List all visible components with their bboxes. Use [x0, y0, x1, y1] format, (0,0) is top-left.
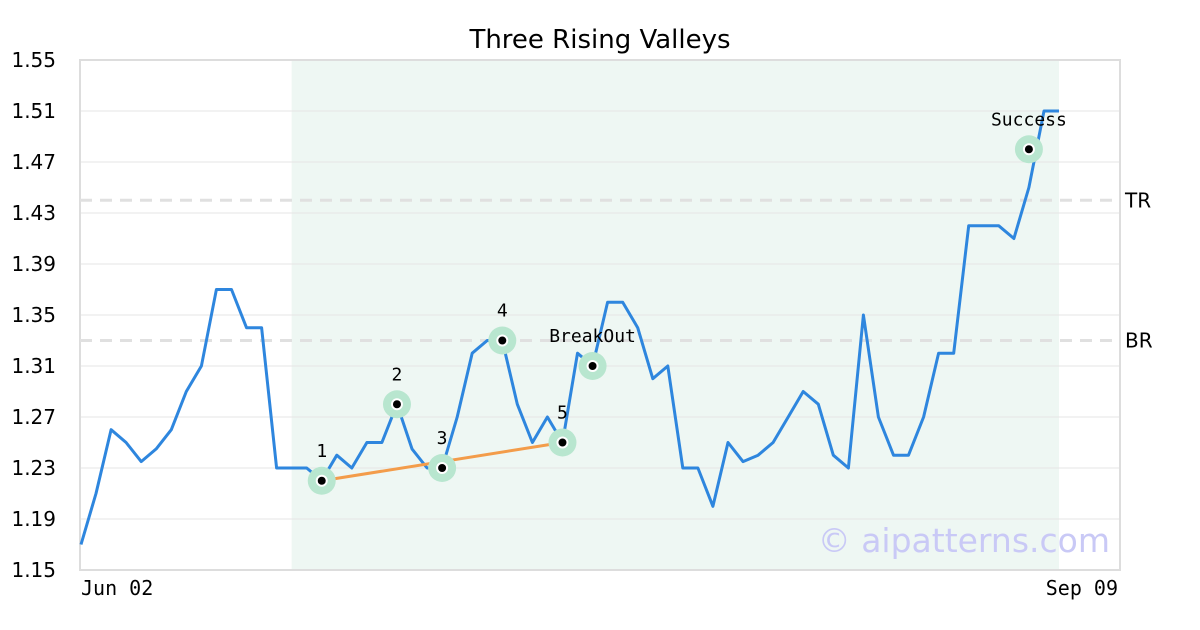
y-tick-label: 1.23 — [11, 456, 56, 480]
marker-point-5 — [556, 436, 569, 449]
y-tick-label: 1.55 — [11, 48, 56, 72]
y-tick-label: 1.51 — [11, 99, 56, 123]
annotation-label-success: Success — [991, 109, 1067, 130]
plot-area: 1.15 1.19 1.23 1.27 1.31 1.35 1.39 1.43 1.47 1.51… — [11, 48, 1152, 600]
annotation-label-3: 3 — [437, 428, 448, 449]
watermark: © aipatterns.com — [818, 521, 1110, 560]
annotation-label-2: 2 — [392, 364, 403, 385]
plot-frame — [79, 59, 1121, 571]
y-tick-label: 1.47 — [11, 150, 56, 174]
marker-point-success — [1022, 143, 1035, 156]
y-tick-label: 1.15 — [11, 558, 56, 582]
annotation-label-breakout: BreakOut — [549, 326, 636, 347]
marker-point-breakout — [586, 360, 599, 372]
y-tick-label: 1.19 — [11, 507, 56, 531]
y-tick-label: 1.27 — [11, 405, 56, 429]
x-tick-label-end: Sep 09 — [1046, 576, 1118, 600]
y-tick-label: 1.35 — [11, 303, 56, 327]
marker-point-2 — [390, 398, 403, 411]
marker-point-3 — [436, 462, 449, 474]
reference-label-tr: TR — [1124, 188, 1151, 212]
annotation-label-1: 1 — [316, 441, 327, 462]
y-tick-label: 1.31 — [11, 354, 56, 378]
marker-point-4 — [496, 334, 509, 347]
price-line — [79, 109, 1059, 545]
reference-label-br: BR — [1125, 329, 1153, 353]
chart-title: Three Rising Valleys — [468, 25, 730, 55]
x-tick-label-start: Jun 02 — [81, 576, 153, 600]
y-tick-label: 1.43 — [11, 201, 56, 225]
annotation-label-4: 4 — [497, 301, 508, 322]
marker-point-1 — [315, 474, 328, 487]
annotation-label-5: 5 — [557, 403, 568, 424]
y-tick-label: 1.39 — [11, 252, 56, 276]
